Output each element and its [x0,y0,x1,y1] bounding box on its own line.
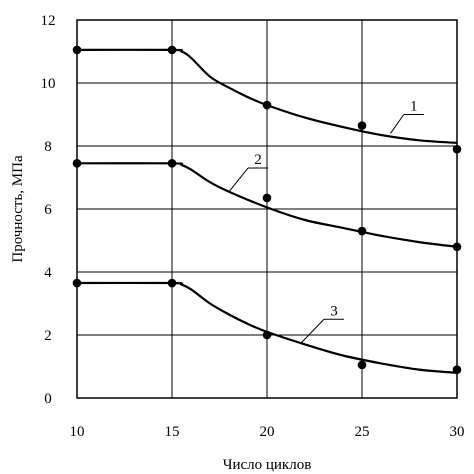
data-points [72,45,462,374]
x-tick-label: 15 [165,424,180,440]
curve-label-1: 1 [410,99,418,115]
label-leader-3 [300,318,325,344]
series-1-point [72,45,82,55]
series-2-point [167,159,177,168]
curve-label-2: 2 [254,152,262,168]
y-tick-label: 6 [44,202,52,218]
series-2-point [262,193,272,203]
series-2-line [76,162,458,248]
x-tick-label: 25 [355,424,370,440]
curve-labels: 1 2 3 [228,99,424,344]
curve-label-3: 3 [330,303,338,319]
y-tick-label: 0 [44,391,52,407]
series-1-point [167,45,177,55]
x-tick-label: 30 [450,424,465,440]
series-2-point [72,159,82,168]
x-tick-labels: 10 15 20 25 30 [70,424,465,440]
y-axis-label: Прочность, МПа [10,155,26,263]
series-3-point [357,360,367,370]
y-tick-labels: 0 2 4 6 8 10 12 [41,13,56,407]
y-tick-label: 8 [44,139,52,155]
x-axis-label: Число циклов [223,457,312,473]
series-2-point [357,226,367,236]
y-tick-label: 4 [44,265,52,281]
series-1-line [76,48,458,144]
x-tick-label: 10 [70,424,85,440]
series-1-point [357,121,367,130]
plot-frame [76,19,458,399]
y-tick-label: 2 [44,328,52,344]
series-3-point [167,278,177,288]
y-tick-label: 12 [41,13,56,29]
series-3-point [262,330,272,340]
label-leader-1 [390,114,405,134]
curves [76,48,458,374]
series-3-line [76,281,458,374]
series-1-point [262,100,272,110]
label-leader-2 [228,167,249,192]
y-tick-label: 10 [41,76,56,92]
series-3-point [452,365,462,374]
series-2-point [452,242,462,252]
series-3-point [72,278,82,288]
x-tick-label: 20 [260,424,275,440]
series-1-point [452,144,462,154]
grid [76,19,458,399]
